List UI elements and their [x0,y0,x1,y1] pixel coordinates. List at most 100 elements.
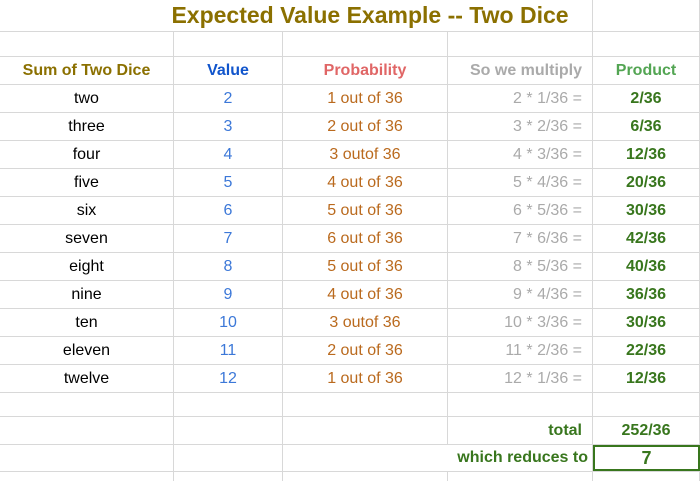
cell-sum-word[interactable]: nine [0,281,174,308]
cell-product[interactable]: 6/36 [593,113,700,140]
cell-multiply[interactable]: 6 * 5/36 = [448,197,593,224]
column-header-multiply[interactable]: So we multiply [448,57,593,84]
empty-cell[interactable] [448,32,593,56]
cell-multiply[interactable]: 3 * 2/36 = [448,113,593,140]
table-row: two 2 1 out of 36 2 * 1/36 = 2/36 [0,85,700,113]
table-row: eleven 11 2 out of 36 11 * 2/36 = 22/36 [0,337,700,365]
column-header-product[interactable]: Product [593,57,700,84]
empty-cell[interactable] [593,0,700,31]
cell-value[interactable]: 3 [174,113,283,140]
cell-product[interactable]: 36/36 [593,281,700,308]
empty-cell[interactable] [0,417,174,444]
cell-value[interactable]: 9 [174,281,283,308]
cell-sum-word[interactable]: four [0,141,174,168]
empty-cell[interactable] [0,393,174,416]
cell-probability[interactable]: 4 out of 36 [283,169,448,196]
cell-probability[interactable]: 1 out of 36 [283,365,448,392]
empty-cell[interactable] [283,32,448,56]
empty-cell[interactable] [593,393,700,416]
cell-multiply[interactable]: 10 * 3/36 = [448,309,593,336]
cell-multiply[interactable]: 12 * 1/36 = [448,365,593,392]
table-row: ten 10 3 outof 36 10 * 3/36 = 30/36 [0,309,700,337]
cell-multiply[interactable]: 9 * 4/36 = [448,281,593,308]
empty-cell[interactable] [174,393,283,416]
cell-value[interactable]: 7 [174,225,283,252]
empty-cell[interactable] [283,417,448,444]
cell-probability[interactable]: 3 outof 36 [283,141,448,168]
empty-cell[interactable] [283,472,448,481]
cell-sum-word[interactable]: six [0,197,174,224]
column-header-probability[interactable]: Probability [283,57,448,84]
cell-multiply[interactable]: 4 * 3/36 = [448,141,593,168]
column-header-sum[interactable]: Sum of Two Dice [0,57,174,84]
cell-multiply[interactable]: 7 * 6/36 = [448,225,593,252]
cell-sum-word[interactable]: two [0,85,174,112]
reduces-row: which reduces to 7 [0,445,700,472]
header-row: Sum of Two Dice Value Probability So we … [0,57,700,85]
cell-probability[interactable]: 2 out of 36 [283,337,448,364]
table-row: twelve 12 1 out of 36 12 * 1/36 = 12/36 [0,365,700,393]
cell-product[interactable]: 30/36 [593,309,700,336]
cell-probability[interactable]: 4 out of 36 [283,281,448,308]
cell-probability[interactable]: 6 out of 36 [283,225,448,252]
empty-cell[interactable] [593,472,700,481]
page-title[interactable]: Expected Value Example -- Two Dice [0,0,593,31]
spacer-row [0,393,700,417]
cell-probability[interactable]: 2 out of 36 [283,113,448,140]
total-value[interactable]: 252/36 [593,417,700,444]
empty-cell[interactable] [0,32,174,56]
cell-product[interactable]: 12/36 [593,365,700,392]
cell-product[interactable]: 40/36 [593,253,700,280]
cell-product[interactable]: 22/36 [593,337,700,364]
cell-multiply[interactable]: 11 * 2/36 = [448,337,593,364]
cell-value[interactable]: 5 [174,169,283,196]
column-header-value[interactable]: Value [174,57,283,84]
empty-cell[interactable] [174,445,283,471]
cell-product[interactable]: 2/36 [593,85,700,112]
empty-cell[interactable] [448,393,593,416]
cell-value[interactable]: 2 [174,85,283,112]
cell-sum-word[interactable]: seven [0,225,174,252]
empty-cell[interactable] [0,472,174,481]
cell-multiply[interactable]: 2 * 1/36 = [448,85,593,112]
cell-product[interactable]: 42/36 [593,225,700,252]
empty-cell[interactable] [174,32,283,56]
table-row: six 6 5 out of 36 6 * 5/36 = 30/36 [0,197,700,225]
cell-sum-word[interactable]: eight [0,253,174,280]
cell-probability[interactable]: 3 outof 36 [283,309,448,336]
cell-sum-word[interactable]: twelve [0,365,174,392]
cell-sum-word[interactable]: ten [0,309,174,336]
empty-cell[interactable] [174,417,283,444]
cell-value[interactable]: 6 [174,197,283,224]
total-row: total 252/36 [0,417,700,445]
table-row: three 3 2 out of 36 3 * 2/36 = 6/36 [0,113,700,141]
empty-cell[interactable] [283,393,448,416]
cell-sum-word[interactable]: eleven [0,337,174,364]
table-row: nine 9 4 out of 36 9 * 4/36 = 36/36 [0,281,700,309]
empty-cell[interactable] [448,472,593,481]
cell-product[interactable]: 20/36 [593,169,700,196]
cell-value[interactable]: 8 [174,253,283,280]
reduces-label[interactable]: which reduces to [283,445,593,471]
cell-product[interactable]: 30/36 [593,197,700,224]
empty-cell[interactable] [174,472,283,481]
cell-sum-word[interactable]: three [0,113,174,140]
empty-cell[interactable] [593,32,700,56]
bottom-partial-row [0,472,700,481]
cell-value[interactable]: 10 [174,309,283,336]
cell-product[interactable]: 12/36 [593,141,700,168]
cell-value[interactable]: 12 [174,365,283,392]
cell-multiply[interactable]: 5 * 4/36 = [448,169,593,196]
cell-probability[interactable]: 5 out of 36 [283,197,448,224]
empty-cell[interactable] [0,445,174,471]
total-label[interactable]: total [448,417,593,444]
table-row: four 4 3 outof 36 4 * 3/36 = 12/36 [0,141,700,169]
spacer-row [0,32,700,57]
cell-value[interactable]: 11 [174,337,283,364]
cell-multiply[interactable]: 8 * 5/36 = [448,253,593,280]
cell-sum-word[interactable]: five [0,169,174,196]
cell-probability[interactable]: 5 out of 36 [283,253,448,280]
reduces-value[interactable]: 7 [593,445,700,471]
cell-value[interactable]: 4 [174,141,283,168]
cell-probability[interactable]: 1 out of 36 [283,85,448,112]
